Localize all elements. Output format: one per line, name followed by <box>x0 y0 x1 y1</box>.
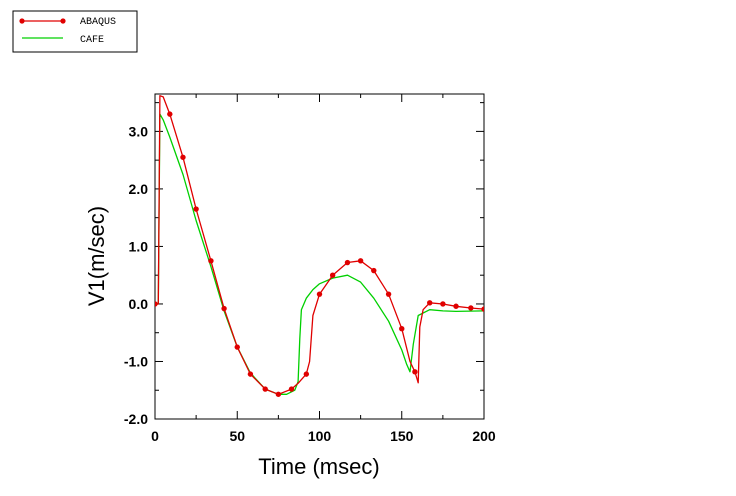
data-point-abaqus <box>167 111 173 117</box>
data-point-abaqus <box>468 305 474 311</box>
data-point-abaqus <box>481 306 484 312</box>
x-tick-label: 150 <box>390 428 414 444</box>
legend: ABAQUS CAFE <box>12 10 138 53</box>
data-point-abaqus <box>344 259 351 266</box>
legend-label-cafe: CAFE <box>80 35 104 46</box>
data-point-abaqus <box>427 300 433 306</box>
data-point-abaqus <box>155 301 158 307</box>
data-point-abaqus <box>247 371 254 377</box>
x-tick-label: 0 <box>151 428 159 444</box>
data-point-abaqus <box>412 369 418 375</box>
legend-marker-abaqus <box>60 18 66 24</box>
axis-ticks <box>154 94 485 420</box>
series-line-abaqus <box>155 95 484 395</box>
data-point-abaqus <box>357 258 364 264</box>
y-tick-label: 0.0 <box>129 296 149 312</box>
data-point-abaqus <box>453 303 459 309</box>
series-line-cafe <box>155 113 484 395</box>
data-point-abaqus <box>180 154 186 160</box>
data-point-abaqus <box>440 301 446 307</box>
x-tick-label: 100 <box>308 428 332 444</box>
legend-marker-abaqus <box>19 18 25 24</box>
y-tick-label: -1.0 <box>124 353 148 369</box>
x-tick-label: 50 <box>229 428 245 444</box>
data-point-abaqus <box>193 206 199 212</box>
data-point-abaqus <box>303 371 310 377</box>
data-point-abaqus <box>221 305 227 312</box>
x-tick-label: 200 <box>472 428 496 444</box>
legend-label-abaqus: ABAQUS <box>80 17 116 28</box>
data-point-abaqus <box>385 291 392 297</box>
y-tick-label: 2.0 <box>129 181 149 197</box>
data-point-abaqus <box>262 386 268 392</box>
tick-labels: 0 50 100 150 200 -2.0 -1.0 0.0 1.0 2.0 3.0 <box>124 123 496 444</box>
data-point-abaqus <box>329 272 336 278</box>
x-axis-title: Time (msec) <box>258 454 379 479</box>
data-point-abaqus <box>234 344 240 350</box>
data-point-abaqus <box>316 291 323 297</box>
data-point-abaqus <box>208 258 214 264</box>
y-tick-label: 1.0 <box>129 238 149 254</box>
plot-frame <box>154 93 485 420</box>
data-point-abaqus <box>399 325 405 332</box>
data-point-abaqus <box>371 267 377 274</box>
y-tick-label: -2.0 <box>124 411 148 427</box>
series-layer <box>155 95 484 397</box>
y-axis-title: V1(m/sec) <box>84 206 109 306</box>
data-point-abaqus <box>288 386 295 392</box>
legend-box <box>12 10 138 53</box>
y-tick-label: 3.0 <box>129 123 149 139</box>
data-point-abaqus <box>275 391 282 397</box>
